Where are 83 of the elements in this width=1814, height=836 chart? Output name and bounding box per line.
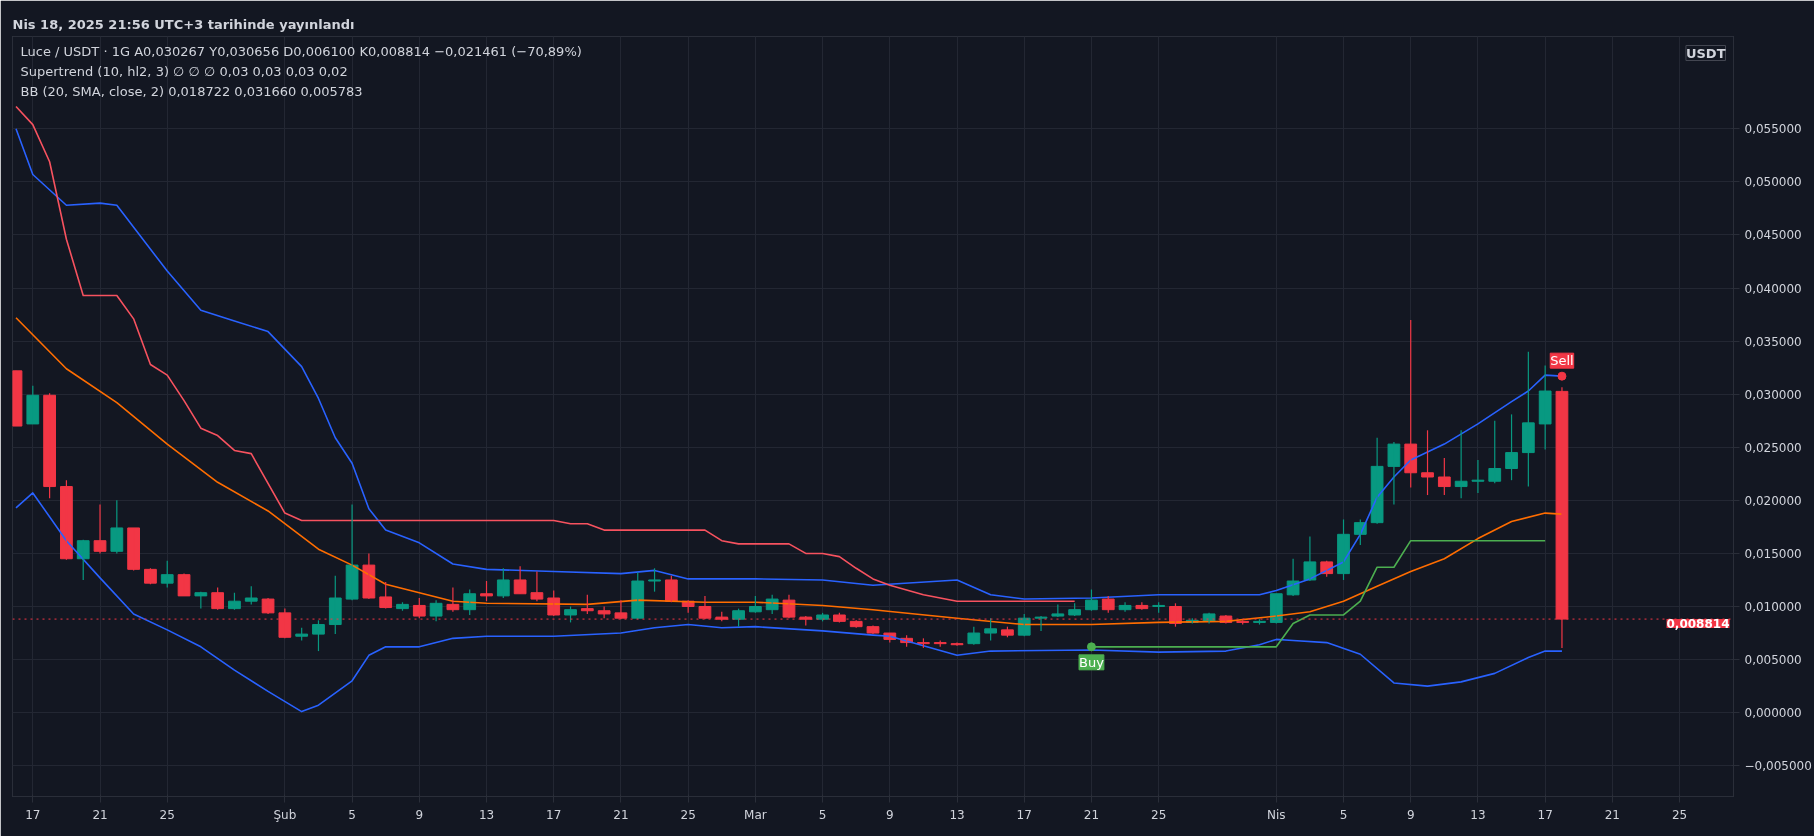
candlestick — [1253, 618, 1266, 626]
y-tick-label: 0,055000 — [1744, 122, 1802, 137]
y-tick-label: 0,050000 — [1744, 175, 1802, 190]
ref-line-label: 0,008814 — [1666, 617, 1730, 632]
candlestick — [631, 571, 645, 620]
candlestick — [1521, 351, 1535, 488]
y-tick-label: 0,000000 — [1744, 706, 1802, 721]
candlestick — [480, 580, 493, 602]
annotation: Sell — [1550, 353, 1574, 369]
candlestick — [1505, 413, 1518, 481]
candlestick — [648, 567, 661, 593]
x-tick-label: Mar — [744, 807, 767, 822]
candlestick — [43, 392, 56, 499]
x-tick-label: 25 — [159, 807, 175, 822]
x-tick-label: 17 — [1016, 807, 1032, 822]
x-tick-label: 25 — [680, 807, 696, 822]
candlestick — [984, 617, 998, 642]
candlestick — [580, 594, 594, 615]
x-tick-label: 9 — [415, 807, 424, 822]
line-series — [15, 105, 1076, 602]
candlestick — [160, 560, 174, 588]
x-tick-label: 21 — [1604, 807, 1621, 822]
y-tick-label: 0,015000 — [1744, 546, 1802, 561]
candlestick — [244, 585, 258, 605]
x-tick-label: Nis — [1267, 807, 1286, 822]
candlestick — [1034, 615, 1048, 632]
candlestick — [396, 601, 409, 612]
y-tick-label: 0,020000 — [1744, 493, 1802, 508]
y-tick-label: 0,010000 — [1744, 600, 1802, 614]
candlestick — [127, 527, 141, 572]
x-tick-label: 17 — [25, 807, 41, 822]
annotation: Supertrend (10, hl2, 3) ∅ ∅ ∅ 0,03 0,03 0,03 0,02 — [20, 63, 348, 79]
y-tick-label: 0,045000 — [1744, 228, 1802, 243]
x-tick-label: Şub — [273, 807, 297, 822]
annotation: BB (20, SMA, close, 2) 0,018722 0,031660 0,005783 — [20, 83, 363, 99]
x-tick-label: 13 — [949, 807, 965, 822]
candlestick — [1538, 364, 1552, 451]
candlestick — [1421, 429, 1434, 496]
x-tick-label: 9 — [885, 807, 894, 822]
candlestick — [496, 567, 510, 599]
x-tick-label: 17 — [1537, 807, 1553, 822]
y-tick-label: 0,025000 — [1744, 440, 1802, 455]
x-tick-label: 17 — [546, 807, 562, 822]
candlestick — [917, 637, 930, 649]
y-tick-label: 0,005000 — [1744, 653, 1802, 668]
x-tick-label: 5 — [1339, 807, 1348, 822]
candlestick — [379, 581, 393, 610]
candlestick — [1488, 420, 1502, 484]
chart-title: Nis 18, 2025 21:56 UTC+3 tarihinde yayınlandı — [12, 16, 355, 32]
y-tick-label: 0,040000 — [1744, 281, 1802, 296]
annotation: Buy — [1079, 654, 1105, 670]
candlestick — [211, 586, 225, 611]
x-tick-label: 25 — [1671, 807, 1688, 822]
x-tick-label: 9 — [1406, 807, 1415, 822]
line-series — [15, 492, 1563, 713]
x-tick-label: 21 — [613, 807, 629, 822]
x-tick-label: 5 — [348, 807, 356, 822]
y-tick-label: −0,005000 — [1744, 759, 1812, 774]
y-axis-title: USDT — [1685, 45, 1726, 61]
x-tick-label: 13 — [1470, 807, 1486, 822]
y-tick-label: 0,030000 — [1744, 387, 1802, 402]
candlestick — [732, 608, 745, 628]
x-tick-label: 21 — [92, 807, 108, 822]
y-tick-label: 0,035000 — [1744, 334, 1802, 349]
candlestick — [1085, 588, 1098, 612]
candlestick — [328, 575, 342, 635]
candlestick — [967, 626, 981, 646]
x-tick-label: 13 — [478, 807, 495, 822]
candlestick — [664, 575, 678, 603]
candlestick — [26, 385, 40, 425]
candlestick — [312, 619, 325, 652]
annotation: Luce / USDT · 1G A0,030267 Y0,030656 D0,006100 K0,008814 −0,021461 (−70,89%) — [20, 43, 582, 59]
candlestick — [93, 504, 107, 555]
x-tick-label: 21 — [1083, 807, 1100, 822]
candlestick — [110, 499, 124, 555]
candlestick — [530, 570, 544, 602]
x-tick-label: 25 — [1151, 807, 1167, 822]
x-tick-label: 5 — [818, 807, 827, 822]
candlestick — [1437, 457, 1451, 496]
candlestick — [866, 625, 880, 635]
candlestick — [261, 597, 275, 615]
candlestick — [60, 479, 73, 561]
candlestick — [597, 605, 611, 619]
